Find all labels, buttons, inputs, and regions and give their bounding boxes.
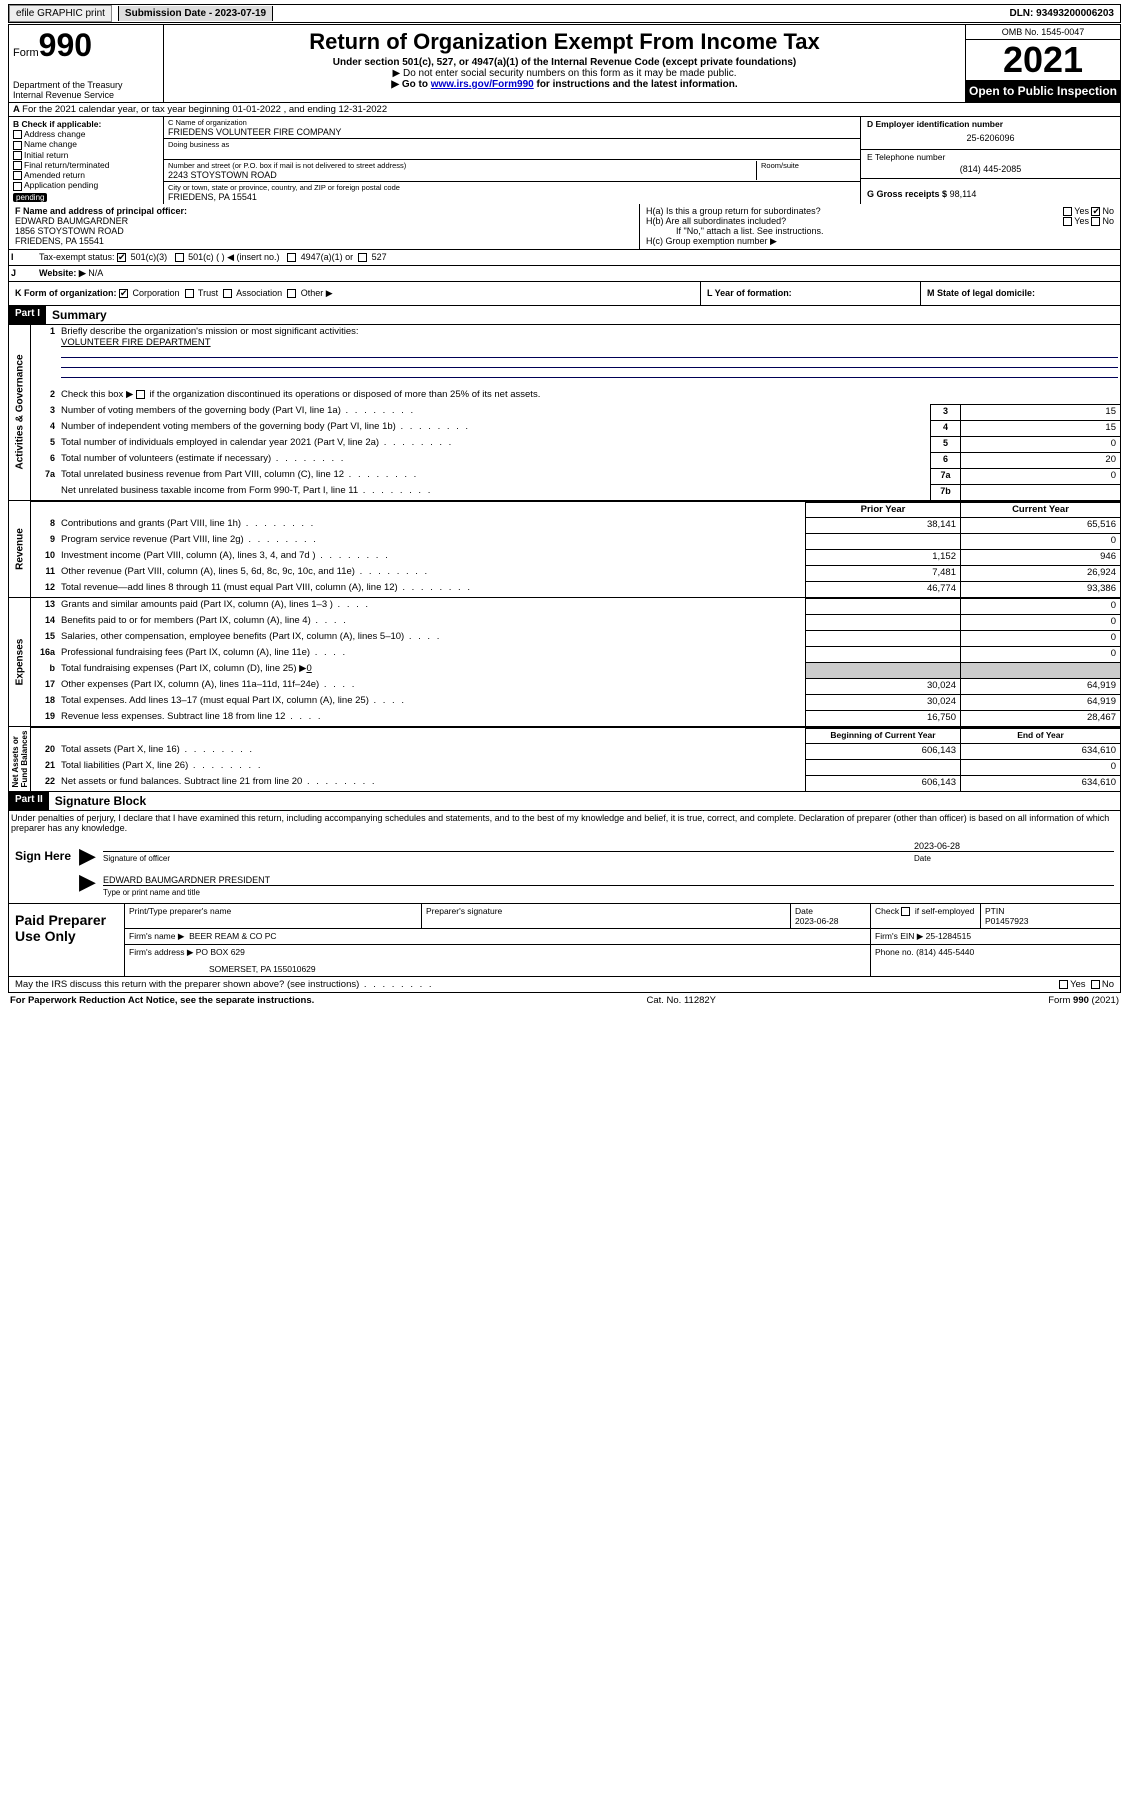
col-b-checkboxes: B Check if applicable: Address change Na… (9, 117, 164, 204)
chk-final-return[interactable] (13, 161, 22, 170)
chk-hb-no[interactable] (1091, 217, 1100, 226)
col-c-org-info: C Name of organization FRIEDENS VOLUNTEE… (164, 117, 860, 204)
signature-block: Sign Here ▶▶ 2023-06-28 Signature of off… (8, 835, 1121, 904)
chk-name-change[interactable] (13, 141, 22, 150)
open-public-inspection: Open to Public Inspection (966, 80, 1120, 102)
table-row: 7a Total unrelated business revenue from… (31, 468, 1120, 484)
section-governance: Activities & Governance 1 Briefly descri… (8, 325, 1121, 501)
chk-discuss-yes[interactable] (1059, 980, 1068, 989)
pending-tag: pending (13, 193, 47, 202)
row-j: J Website: ▶ N/A (8, 266, 1121, 282)
form-title: Return of Organization Exempt From Incom… (170, 29, 959, 55)
officer-addr1: 1856 STOYSTOWN ROAD (15, 226, 633, 236)
table-row: 3 Number of voting members of the govern… (31, 404, 1120, 420)
subtitle-1: Under section 501(c), 527, or 4947(a)(1)… (170, 57, 959, 68)
form-header: Form990 Department of the Treasury Inter… (8, 24, 1121, 103)
firm-name: BEER REAM & CO PC (189, 931, 276, 941)
chk-assoc[interactable] (223, 289, 232, 298)
table-row: 10 Investment income (Part VIII, column … (31, 549, 1120, 565)
chk-trust[interactable] (185, 289, 194, 298)
firm-addr2: SOMERSET, PA 155010629 (129, 958, 866, 974)
chk-initial-return[interactable] (13, 151, 22, 160)
table-row: 18 Total expenses. Add lines 13–17 (must… (31, 694, 1120, 710)
subtitle-3: ▶ Go to www.irs.gov/Form990 for instruct… (170, 79, 959, 90)
mission: VOLUNTEER FIRE DEPARTMENT (61, 337, 211, 348)
prep-date: 2023-06-28 (795, 916, 838, 926)
chk-ha-yes[interactable] (1063, 207, 1072, 216)
row-a-tax-year: A For the 2021 calendar year, or tax yea… (8, 103, 1121, 117)
officer-printed-name: EDWARD BAUMGARDNER PRESIDENT (103, 875, 1114, 885)
section-revenue: Revenue Prior Year Current Year 8 Contri… (8, 501, 1121, 598)
top-bar: efile GRAPHIC print Submission Date - 20… (8, 4, 1121, 23)
table-row: 21 Total liabilities (Part X, line 26) 0 (31, 759, 1120, 775)
page-footer: For Paperwork Reduction Act Notice, see … (8, 993, 1121, 1008)
table-row: 22 Net assets or fund balances. Subtract… (31, 775, 1120, 791)
org-address: 2243 STOYSTOWN ROAD (168, 170, 756, 180)
table-row: 9 Program service revenue (Part VIII, li… (31, 533, 1120, 549)
table-row: 13 Grants and similar amounts paid (Part… (31, 598, 1120, 614)
col-d-to-g: D Employer identification number 25-6206… (860, 117, 1120, 204)
row-f-h: F Name and address of principal officer:… (8, 204, 1121, 250)
chk-ha-no[interactable] (1091, 207, 1100, 216)
table-row: 17 Other expenses (Part IX, column (A), … (31, 678, 1120, 694)
officer-name: EDWARD BAUMGARDNER (15, 216, 633, 226)
chk-501c[interactable] (175, 253, 184, 262)
section-expenses: Expenses 13 Grants and similar amounts p… (8, 598, 1121, 727)
chk-self-employed[interactable] (901, 907, 910, 916)
form990-link[interactable]: www.irs.gov/Form990 (431, 79, 534, 90)
row-k-l-m: K Form of organization: Corporation Trus… (8, 282, 1121, 306)
chk-hb-yes[interactable] (1063, 217, 1072, 226)
ein: 25-6206096 (867, 129, 1114, 147)
subtitle-2: ▶ Do not enter social security numbers o… (170, 68, 959, 79)
part1-header: Part I Summary (8, 306, 1121, 325)
firm-addr1: PO BOX 629 (196, 947, 245, 957)
part2-header: Part II Signature Block (8, 792, 1121, 811)
omb-number: OMB No. 1545-0047 (966, 25, 1120, 40)
dln: DLN: 93493200006203 (1003, 6, 1120, 21)
org-name: FRIEDENS VOLUNTEER FIRE COMPANY (168, 127, 856, 137)
perjury-declaration: Under penalties of perjury, I declare th… (8, 811, 1121, 835)
chk-corp[interactable] (119, 289, 128, 298)
chk-other[interactable] (287, 289, 296, 298)
table-row: 12 Total revenue—add lines 8 through 11 … (31, 581, 1120, 597)
officer-addr2: FRIEDENS, PA 15541 (15, 236, 633, 246)
firm-ein: 25-1284515 (926, 931, 971, 941)
submission-date: Submission Date - 2023-07-19 (118, 6, 273, 21)
efile-print-button[interactable]: efile GRAPHIC print (9, 5, 112, 22)
org-city: FRIEDENS, PA 15541 (168, 192, 856, 202)
table-row: Net unrelated business taxable income fr… (31, 484, 1120, 500)
table-row: 16a Professional fundraising fees (Part … (31, 646, 1120, 662)
dept-treasury: Department of the Treasury Internal Reve… (13, 80, 159, 100)
sign-date: 2023-06-28 (914, 841, 1114, 851)
chk-501c3[interactable] (117, 253, 126, 262)
firm-phone: (814) 445-5440 (916, 947, 974, 957)
table-row: 14 Benefits paid to or for members (Part… (31, 614, 1120, 630)
may-irs-discuss: May the IRS discuss this return with the… (8, 977, 1121, 993)
table-row: 15 Salaries, other compensation, employe… (31, 630, 1120, 646)
chk-4947[interactable] (287, 253, 296, 262)
chk-amended-return[interactable] (13, 171, 22, 180)
row-i: I Tax-exempt status: 501(c)(3) 501(c) ( … (8, 250, 1121, 266)
chk-application-pending[interactable] (13, 182, 22, 191)
website: N/A (88, 268, 103, 278)
table-row: 19 Revenue less expenses. Subtract line … (31, 710, 1120, 726)
chk-discontinued[interactable] (136, 390, 145, 399)
block-b-to-g: B Check if applicable: Address change Na… (8, 117, 1121, 204)
phone: (814) 445-2085 (867, 162, 1114, 176)
chk-address-change[interactable] (13, 130, 22, 139)
ptin: P01457923 (985, 916, 1029, 926)
gross-receipts: 98,114 (950, 189, 977, 199)
table-row: 8 Contributions and grants (Part VIII, l… (31, 517, 1120, 533)
tax-year: 2021 (966, 40, 1120, 80)
table-row: 5 Total number of individuals employed i… (31, 436, 1120, 452)
table-row: 6 Total number of volunteers (estimate i… (31, 452, 1120, 468)
table-row: 20 Total assets (Part X, line 16) 606,14… (31, 743, 1120, 759)
section-net-assets: Net Assets or Fund Balances Beginning of… (8, 727, 1121, 792)
table-row: 11 Other revenue (Part VIII, column (A),… (31, 565, 1120, 581)
chk-discuss-no[interactable] (1091, 980, 1100, 989)
table-row: 4 Number of independent voting members o… (31, 420, 1120, 436)
form-number: Form990 (13, 27, 159, 64)
chk-527[interactable] (358, 253, 367, 262)
paid-preparer: Paid Preparer Use Only Print/Type prepar… (8, 904, 1121, 977)
